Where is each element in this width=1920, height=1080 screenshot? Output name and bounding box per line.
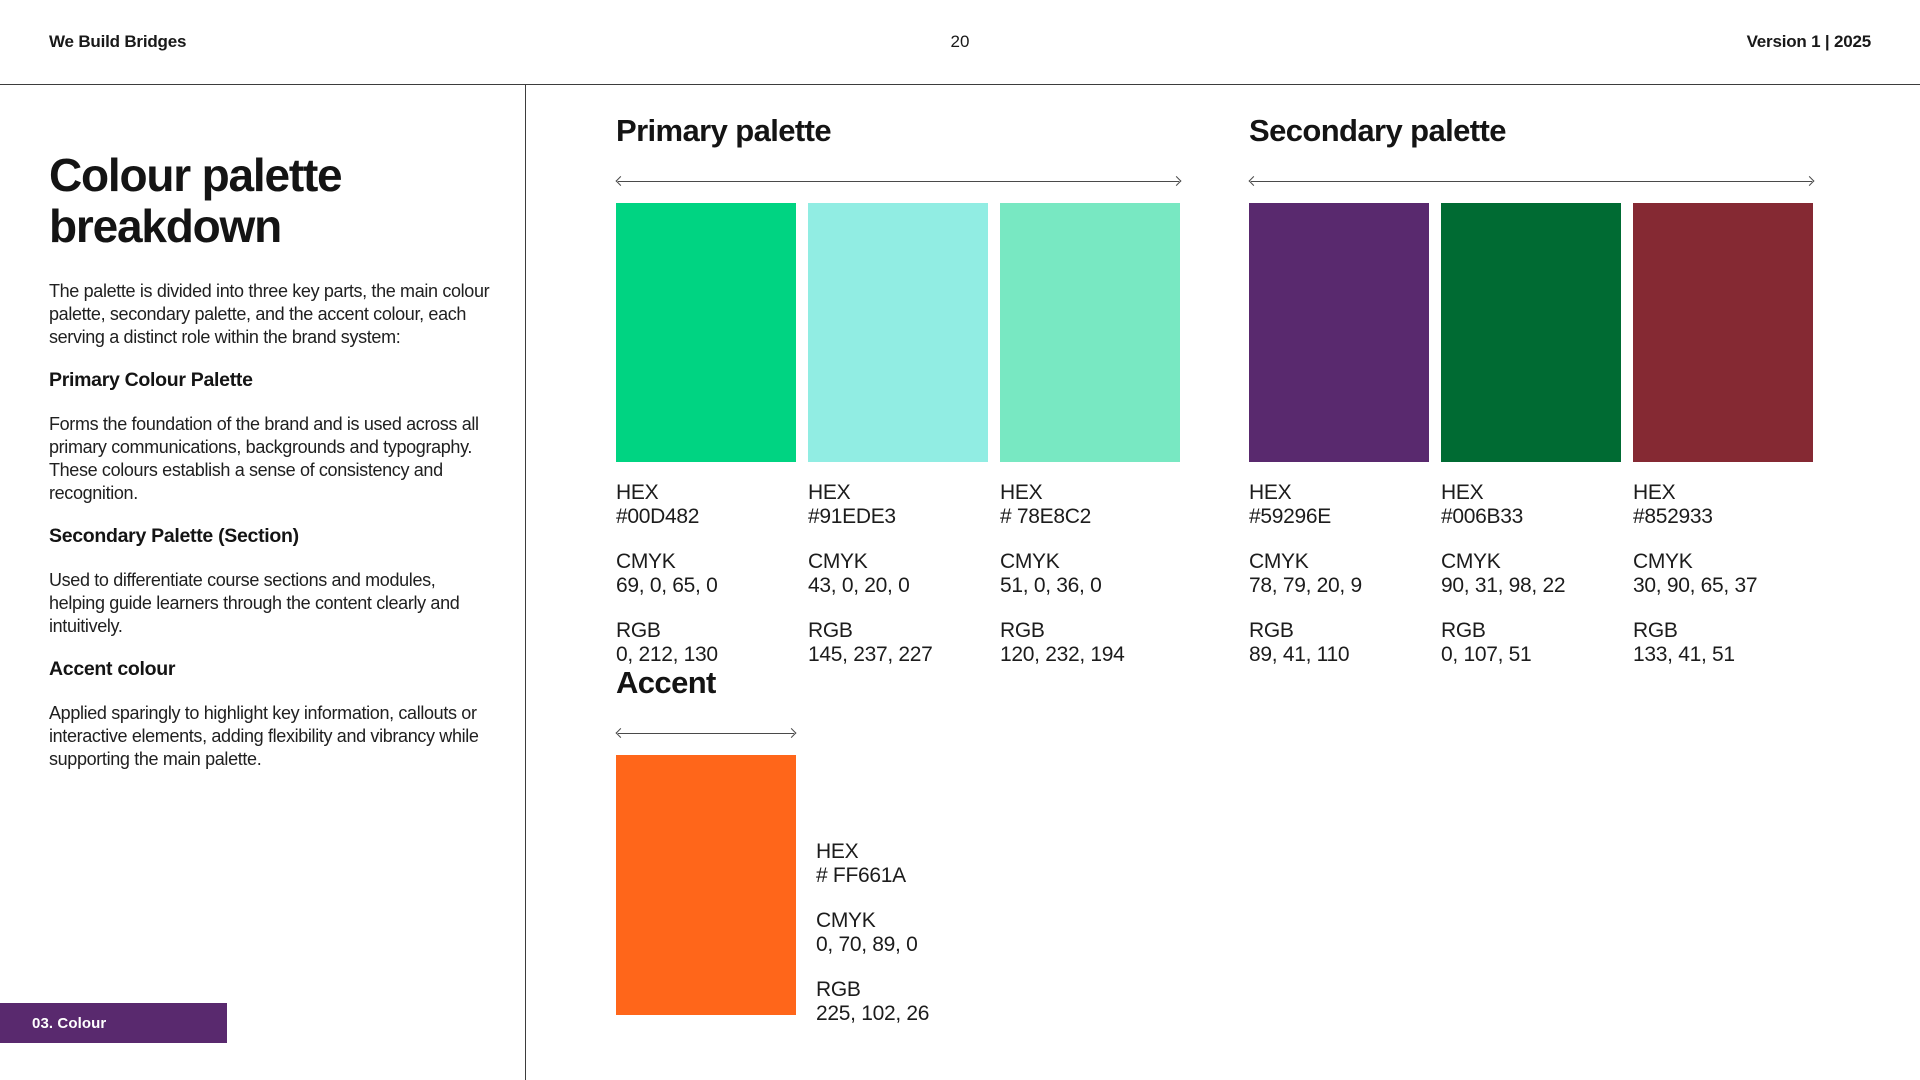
hex-label: HEX <box>1000 480 1043 504</box>
cmyk-value: 43, 0, 20, 0 <box>808 573 910 597</box>
rgb-value: 0, 107, 51 <box>1441 642 1532 666</box>
width-arrow-icon <box>1249 177 1814 186</box>
primary-info-row: HEX #00D482 CMYK 69, 0, 65, 0 RGB 0, 212, 1… <box>616 481 1181 667</box>
swatch-info: HEX #59296E CMYK 78, 79, 20, 9 RGB 89, 41, … <box>1249 481 1429 667</box>
rgb-value: 120, 232, 194 <box>1000 642 1125 666</box>
rgb-value: 145, 237, 227 <box>808 642 933 666</box>
hex-value: #006B33 <box>1441 504 1523 528</box>
primary-swatch-2 <box>808 202 988 462</box>
cmyk-value: 78, 79, 20, 9 <box>1249 573 1362 597</box>
left-column: Colour palette breakdown The palette is … <box>49 150 494 791</box>
swatch-info: HEX #852933 CMYK 30, 90, 65, 37 RGB 133, 41… <box>1633 481 1813 667</box>
header: We Build Bridges 20 Version 1 | 2025 <box>0 0 1920 85</box>
rgb-label: RGB <box>1633 618 1678 642</box>
hex-value: #00D482 <box>616 504 700 528</box>
cmyk-label: CMYK <box>1633 549 1693 573</box>
swatch-info: HEX # 78E8C2 CMYK 51, 0, 36, 0 RGB 120, 232… <box>1000 481 1180 667</box>
rgb-value: 89, 41, 110 <box>1249 642 1350 666</box>
cmyk-label: CMYK <box>816 909 876 932</box>
cmyk-value: 0, 70, 89, 0 <box>816 933 918 956</box>
cmyk-label: CMYK <box>1000 549 1060 573</box>
width-arrow-icon <box>616 729 796 738</box>
section-heading-accent: Accent colour <box>49 658 176 681</box>
rgb-value: 225, 102, 26 <box>816 1002 930 1025</box>
version-label: Version 1 | 2025 <box>1746 32 1872 51</box>
section-body-secondary: Used to differentiate course sections an… <box>49 570 460 637</box>
cmyk-label: CMYK <box>808 549 868 573</box>
section-body-primary: Forms the foundation of the brand and is… <box>49 414 479 504</box>
page-title: Colour palette breakdown <box>49 149 343 252</box>
swatch-info: HEX #006B33 CMYK 90, 31, 98, 22 RGB 0, 107,… <box>1441 481 1621 667</box>
rgb-label: RGB <box>616 618 661 642</box>
rgb-label: RGB <box>1000 618 1045 642</box>
width-arrow-icon <box>616 177 1181 186</box>
accent-swatch-row <box>616 754 796 1015</box>
primary-palette-section: Primary palette HEX #00D482 CMYK 69, 0, 65… <box>616 112 1181 667</box>
hex-label: HEX <box>808 480 851 504</box>
swatch-info: HEX #91EDE3 CMYK 43, 0, 20, 0 RGB 145, 237,… <box>808 481 988 667</box>
primary-swatch-1 <box>616 202 796 462</box>
swatch-info: HEX #00D482 CMYK 69, 0, 65, 0 RGB 0, 212, 1… <box>616 481 796 667</box>
hex-label: HEX <box>1441 480 1484 504</box>
secondary-swatch-1 <box>1249 202 1429 462</box>
primary-swatch-3 <box>1000 202 1180 462</box>
cmyk-value: 69, 0, 65, 0 <box>616 573 718 597</box>
rgb-value: 0, 212, 130 <box>616 642 718 666</box>
section-heading-primary: Primary Colour Palette <box>49 369 253 392</box>
cmyk-label: CMYK <box>1249 549 1309 573</box>
secondary-swatch-3 <box>1633 202 1813 462</box>
brand-name: We Build Bridges <box>49 32 187 51</box>
section-heading-secondary: Secondary Palette (Section) <box>49 525 299 548</box>
secondary-info-row: HEX #59296E CMYK 78, 79, 20, 9 RGB 89, 41, … <box>1249 481 1814 667</box>
hex-value: #59296E <box>1249 504 1331 528</box>
cmyk-value: 51, 0, 36, 0 <box>1000 573 1102 597</box>
secondary-swatch-row <box>1249 202 1814 462</box>
hex-value: #852933 <box>1633 504 1713 528</box>
hex-label: HEX <box>1249 480 1292 504</box>
page-number: 20 <box>950 32 970 51</box>
hex-value: # 78E8C2 <box>1000 504 1092 528</box>
chapter-badge: 03. Colour <box>0 1003 227 1043</box>
cmyk-value: 90, 31, 98, 22 <box>1441 573 1566 597</box>
vertical-divider <box>525 85 526 1080</box>
chapter-badge-label: 03. Colour <box>32 1014 107 1032</box>
hex-value: # FF661A <box>816 864 906 887</box>
cmyk-label: CMYK <box>616 549 676 573</box>
cmyk-value: 30, 90, 65, 37 <box>1633 573 1758 597</box>
secondary-palette-section: Secondary palette HEX #59296E CMYK 78, 79,… <box>1249 112 1814 667</box>
accent-title: Accent <box>616 665 716 700</box>
primary-swatch-row <box>616 202 1181 462</box>
hex-value: #91EDE3 <box>808 504 896 528</box>
hex-label: HEX <box>1633 480 1676 504</box>
rgb-label: RGB <box>1441 618 1486 642</box>
accent-section: Accent HEX # FF661A CMYK 0, 70, 89, 0 RGB 2… <box>616 664 929 1025</box>
rgb-label: RGB <box>1249 618 1294 642</box>
hex-label: HEX <box>816 840 859 863</box>
section-body-accent: Applied sparingly to highlight key infor… <box>49 703 479 770</box>
rgb-label: RGB <box>816 978 861 1001</box>
intro-paragraph: The palette is divided into three key pa… <box>49 281 490 348</box>
secondary-palette-title: Secondary palette <box>1249 113 1506 148</box>
rgb-value: 133, 41, 51 <box>1633 642 1735 666</box>
accent-swatch <box>616 754 796 1015</box>
rgb-label: RGB <box>808 618 853 642</box>
secondary-swatch-2 <box>1441 202 1621 462</box>
hex-label: HEX <box>616 480 659 504</box>
swatch-info: HEX # FF661A CMYK 0, 70, 89, 0 RGB 225, 102… <box>816 840 1036 1026</box>
cmyk-label: CMYK <box>1441 549 1501 573</box>
primary-palette-title: Primary palette <box>616 113 832 148</box>
